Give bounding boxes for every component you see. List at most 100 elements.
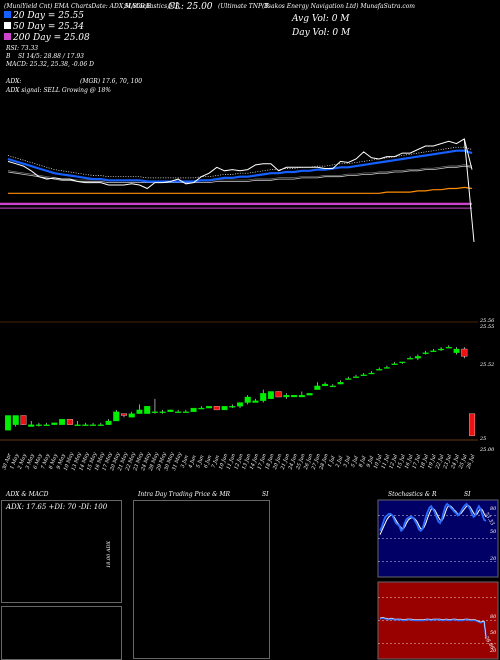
stochastics-panel-title-right: SI (464, 491, 471, 498)
ema20-line (7, 149, 473, 183)
price-axis-label-4: 25.00 (480, 447, 495, 453)
date-tick-label: 5 Jun (195, 454, 205, 468)
date-tick-label: 11 Jul (381, 453, 392, 469)
date-tick-label: 12 Jun (233, 453, 244, 470)
date-tick-label: 25 Jul (458, 453, 469, 470)
stoch-tick-50: 50 (490, 529, 497, 535)
candle-body (260, 393, 267, 401)
candle-body (407, 358, 414, 360)
date-tick-label: 6 Jun (203, 454, 213, 468)
candle-body (190, 407, 197, 412)
b-label: B (6, 53, 11, 60)
date-tick-label: 2 May (17, 453, 28, 471)
date-tick-label: 2 Jul (334, 455, 344, 469)
date-tick-label: 27 Jun (310, 453, 322, 471)
candle-body (422, 352, 429, 354)
adx-side-label: 18.00 ADX (106, 540, 112, 568)
date-tick-label: 17 Jun (257, 453, 268, 470)
candle-body (329, 385, 336, 388)
mrsi-line (379, 617, 487, 638)
date-tick-label: 10 Jun (218, 453, 229, 470)
adx-panel-title: ADX & MACD (6, 491, 49, 498)
ema20-swatch-icon (4, 11, 11, 18)
intraday-panel (133, 500, 270, 659)
intraday-panel-title-right: SI (262, 491, 269, 498)
price-drop-line (463, 138, 475, 243)
date-tick-label: 3 May (25, 453, 36, 470)
date-tick-label: 18 Jul (419, 453, 430, 469)
stoch-label: SI 14/5: 28.88 / 17.93 (18, 53, 84, 60)
stochastics-panel-title: Stochastics & R (388, 491, 437, 498)
adx-signal-label: ADX signal: SELL Growing @ 18% (6, 87, 111, 94)
candle-body (430, 350, 437, 352)
avg-volume-label: Avg Vol: 0 M (292, 14, 350, 24)
date-tick-label: 1 Jul (327, 455, 337, 468)
candle-body (128, 413, 135, 418)
candle-body (136, 409, 143, 414)
candle-body (352, 376, 360, 378)
candle-body (97, 424, 104, 426)
candle-body (283, 395, 290, 398)
candle-body (376, 369, 383, 371)
price-line (7, 138, 473, 190)
candle-body (12, 415, 19, 425)
candle-body (314, 385, 321, 390)
date-tick-label: 5 Jul (350, 455, 360, 468)
candle-body (43, 424, 50, 426)
candle-body (51, 422, 58, 425)
stochastics-panel-plot (377, 499, 499, 578)
day-volume-label: Day Vol: 0 M (292, 28, 351, 38)
date-tick-label: 3 Jul (343, 455, 353, 468)
adx-label: ADX: (6, 78, 22, 85)
candle-body (151, 411, 158, 413)
candle-body (35, 424, 42, 426)
price-axis-label-0: 25.56 (480, 318, 495, 324)
candle-body (267, 391, 274, 399)
header-ticker: (Ultimate TNP B (218, 3, 269, 10)
candle-body (20, 415, 27, 425)
candle-body (59, 419, 66, 425)
candle-body (461, 348, 468, 357)
date-tick-label: 18 Jun (264, 453, 275, 470)
candle-body (383, 367, 390, 369)
candle-body (414, 356, 421, 359)
date-tick-label: 30 Apr (1, 452, 13, 471)
candle-body (105, 420, 112, 425)
candle-body (66, 419, 73, 425)
date-tick-label: 23 Jul (442, 453, 453, 470)
date-tick-label: 4 Jun (187, 454, 198, 469)
candle-body (445, 347, 452, 349)
date-tick-label: 7 Jun (211, 454, 221, 468)
candle-body (306, 393, 313, 396)
candle-body (74, 424, 81, 426)
date-tick-label: 17 Jul (412, 453, 423, 469)
date-tick-label: 26 Jun (303, 453, 315, 471)
candle-body (298, 395, 305, 398)
candle-body (322, 383, 329, 387)
date-tick-label: 6 May (32, 453, 43, 470)
date-tick-label: 10 Jul (373, 453, 384, 469)
date-tick-label: 20 Jun (272, 453, 284, 471)
candle-body (113, 411, 120, 422)
ema200-text: 200 Day = 25.08 (13, 33, 90, 43)
candle-body (182, 411, 189, 413)
candle-body (291, 395, 298, 398)
date-tick-label: 8 May (48, 453, 59, 470)
candle-body (221, 406, 228, 411)
date-tick-label: 7 May (40, 453, 51, 470)
header-line1-right: (Tsakos Energy Navigation Ltd) MunafaSut… (262, 3, 415, 10)
ema200-band (0, 202, 472, 206)
mrsi-tick-50: 50 (490, 630, 497, 636)
date-tick-label: 9 Jul (366, 455, 376, 468)
ema50-shadow-line (7, 164, 473, 182)
ema50-line (7, 165, 473, 184)
candlestick-panel (0, 321, 478, 441)
date-tick-label: 13 Jun (241, 453, 252, 470)
date-tick-label: 22 Jul (434, 453, 445, 470)
candle-body (4, 415, 12, 431)
candle-body (120, 413, 128, 416)
mgr-label: (MGR) 17.6, 70, 100 (80, 78, 143, 85)
price-axis-label-2: 25.52 (480, 362, 495, 368)
